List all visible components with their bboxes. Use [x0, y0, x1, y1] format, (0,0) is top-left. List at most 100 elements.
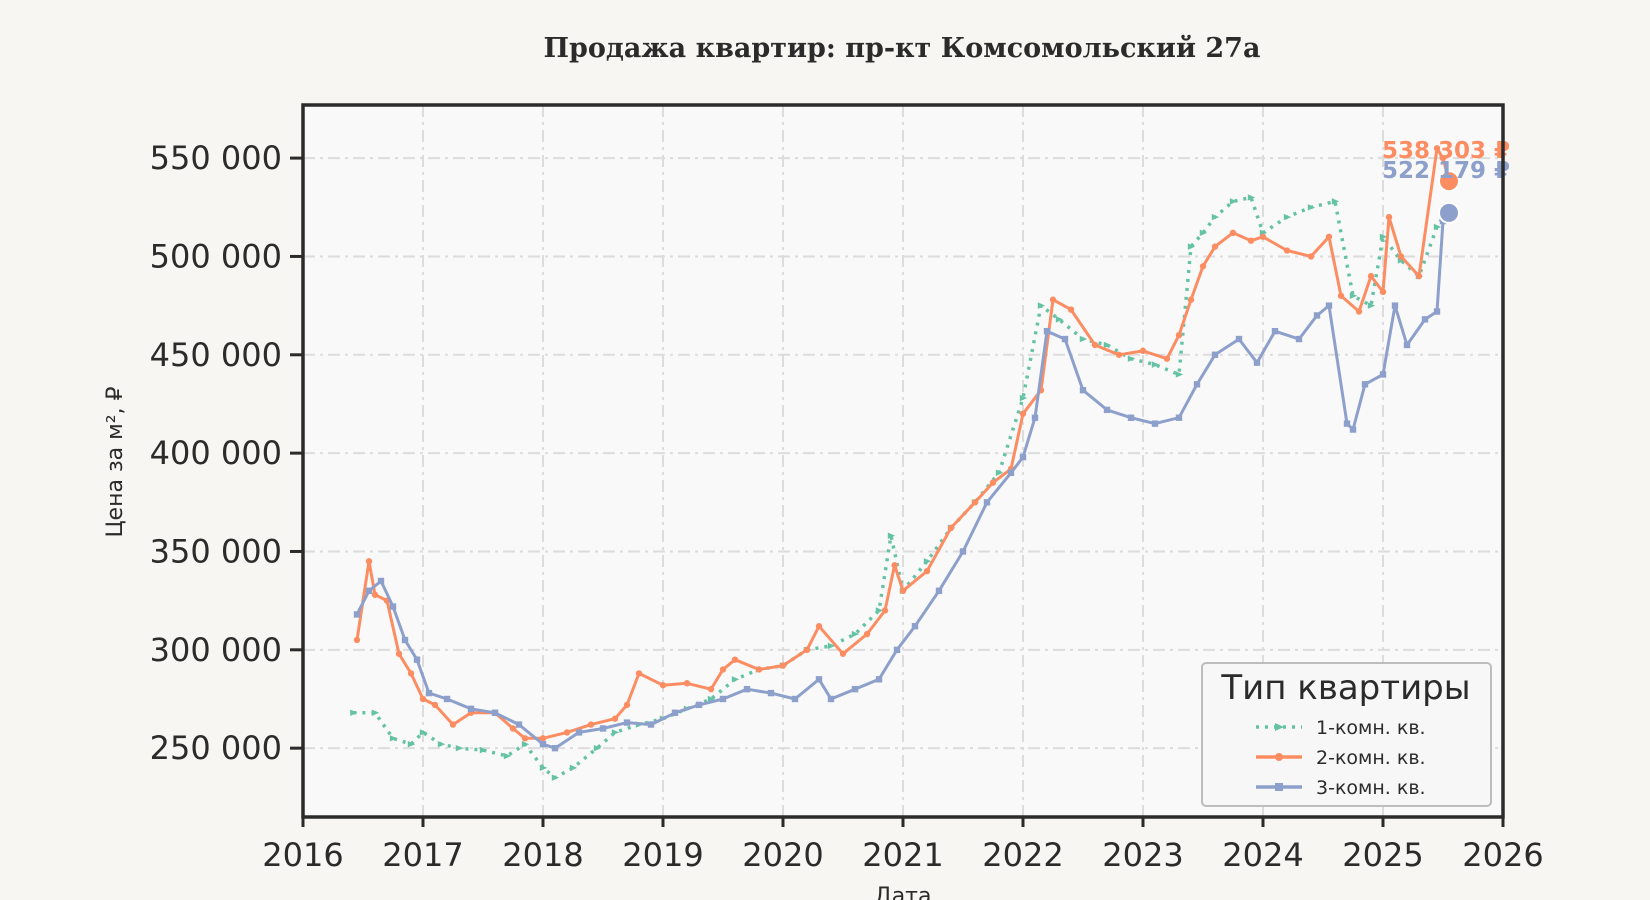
data-point — [1355, 308, 1363, 315]
data-point — [1031, 414, 1039, 421]
data-point — [815, 676, 823, 683]
data-point — [479, 746, 488, 754]
data-point — [851, 630, 860, 638]
data-point — [893, 646, 901, 654]
data-point — [623, 719, 631, 726]
data-point — [1343, 420, 1351, 427]
data-point — [659, 682, 667, 689]
data-point — [1397, 253, 1405, 260]
data-point — [1163, 355, 1171, 362]
data-point — [891, 562, 898, 569]
data-point — [1019, 453, 1027, 461]
end-point-marker — [1438, 170, 1460, 193]
data-point — [395, 650, 403, 657]
end-annotations: 538 303 ₽522 179 ₽ — [1382, 138, 1510, 224]
data-point — [455, 744, 464, 752]
data-point — [551, 744, 559, 752]
data-point — [407, 670, 415, 677]
data-point — [1127, 414, 1135, 421]
data-point — [1361, 381, 1369, 388]
data-point — [587, 721, 595, 728]
data-point — [353, 611, 361, 618]
data-point — [1187, 243, 1196, 250]
legend-label: 3-комн. кв. — [1316, 777, 1426, 799]
data-point — [731, 676, 740, 683]
data-point — [881, 607, 889, 614]
x-tick-label: 2021 — [862, 836, 943, 874]
data-point — [1275, 783, 1283, 791]
legend: Тип квартиры 1-комн. кв. 2-комн. кв. 3-ком… — [1201, 662, 1492, 807]
data-point — [350, 709, 358, 716]
data-point — [419, 695, 427, 703]
y-tick-label: 500 000 — [150, 237, 282, 275]
data-point — [695, 701, 703, 709]
data-point — [719, 666, 727, 673]
chart-title: Продажа квартир: пр-кт Комсомольский 27а — [544, 33, 1261, 64]
data-point — [365, 558, 373, 565]
data-point — [365, 587, 373, 595]
data-point — [635, 670, 643, 677]
data-point — [1019, 410, 1027, 417]
data-point — [1259, 233, 1267, 240]
data-point — [1007, 469, 1015, 477]
data-point — [1391, 302, 1399, 309]
data-point — [1229, 198, 1238, 205]
x-tick-label: 2017 — [382, 836, 463, 874]
legend-label: 2-комн. кв. — [1316, 747, 1426, 769]
data-point — [1275, 723, 1284, 731]
data-point — [1385, 213, 1393, 221]
data-point — [1247, 194, 1256, 201]
data-point — [947, 524, 955, 532]
data-point — [491, 709, 499, 716]
data-point — [1337, 292, 1345, 299]
data-point — [1253, 359, 1261, 366]
data-point — [995, 469, 1004, 477]
y-tick-label: 400 000 — [150, 434, 282, 472]
data-point — [719, 695, 727, 703]
data-point — [1379, 288, 1387, 296]
data-point — [551, 774, 560, 781]
end-point-marker — [1438, 201, 1460, 224]
data-point — [887, 532, 896, 539]
data-point — [377, 577, 385, 585]
data-point — [515, 721, 523, 728]
data-point — [1433, 308, 1441, 315]
x-tick-label: 2024 — [1222, 836, 1303, 874]
data-point — [1325, 233, 1333, 240]
x-axis-label: Дата — [875, 884, 932, 900]
data-point — [731, 656, 739, 663]
data-point — [1295, 335, 1303, 343]
data-point — [707, 695, 716, 703]
data-point — [539, 764, 548, 772]
y-tick-label: 250 000 — [150, 729, 282, 767]
data-point — [1403, 341, 1411, 349]
data-point — [431, 701, 439, 709]
data-point — [413, 656, 421, 663]
series-2 — [353, 145, 1453, 742]
data-point — [1187, 296, 1195, 303]
data-point — [1211, 243, 1219, 250]
data-point — [755, 666, 763, 673]
y-tick-label: 450 000 — [150, 336, 282, 374]
data-point — [1439, 154, 1447, 162]
data-point — [1151, 420, 1159, 427]
data-point — [1247, 237, 1255, 244]
data-point — [521, 735, 529, 742]
data-point — [989, 479, 997, 486]
data-point — [539, 735, 547, 742]
data-point — [389, 603, 397, 610]
data-point — [437, 741, 446, 748]
y-tick-label: 550 000 — [150, 139, 282, 177]
data-point — [1043, 327, 1051, 335]
series-line — [355, 211, 1451, 750]
data-point — [827, 695, 835, 703]
data-point — [1199, 229, 1208, 237]
y-axis-label: Цена за м², ₽ — [103, 386, 128, 537]
x-axis-ticks: 2016 2017 2018 2019 2020 2021 2022 2023 2024 2025… — [262, 817, 1544, 874]
data-point — [1199, 263, 1207, 270]
data-point — [923, 558, 932, 565]
data-point — [923, 567, 931, 575]
data-point — [1307, 253, 1315, 260]
x-tick-label: 2026 — [1462, 836, 1543, 874]
